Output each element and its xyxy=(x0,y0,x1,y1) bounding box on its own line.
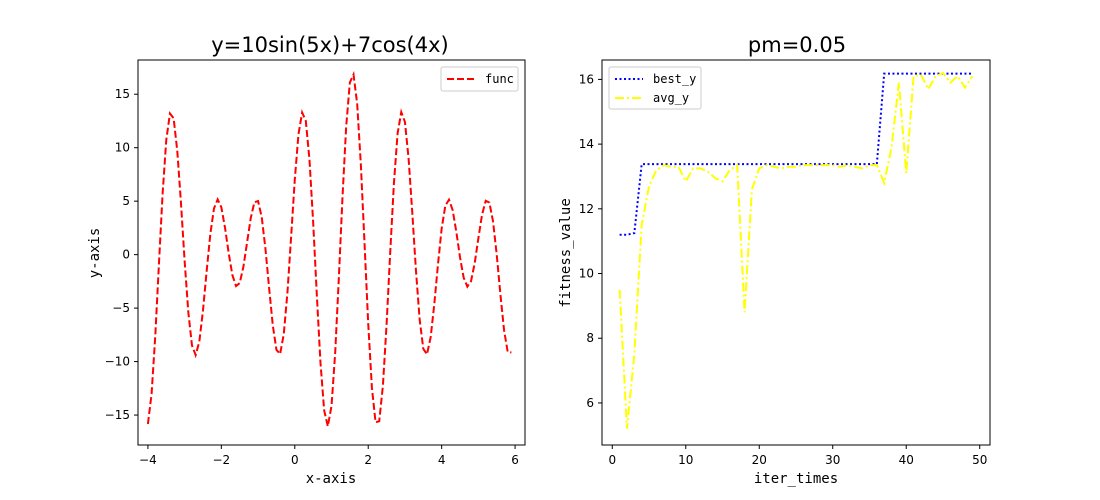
x-tick-label: 0 xyxy=(291,453,299,467)
y-tick-label: 0 xyxy=(122,248,130,262)
chart-fitness-plot: pm=0.05 0 10 20 30 40 50 6 8 10 12 14 16 iter_time… xyxy=(558,33,991,487)
x-tick-label: 10 xyxy=(678,453,693,467)
x-tick-label: 6 xyxy=(511,453,519,467)
y-axis-ticks: −15 −10 −5 0 5 10 15 xyxy=(105,87,138,422)
y-tick-label: 10 xyxy=(115,141,130,155)
y-tick-label: 5 xyxy=(122,194,130,208)
x-tick-label: −4 xyxy=(139,453,157,467)
x-axis-ticks: −4 −2 0 2 4 6 xyxy=(139,445,519,467)
y-axis-ticks: 6 8 10 12 14 16 xyxy=(579,72,602,410)
legend-label-func: func xyxy=(485,72,514,86)
x-tick-label: −2 xyxy=(212,453,230,467)
plot-area xyxy=(146,70,512,427)
x-tick-label: 50 xyxy=(972,453,987,467)
chart-function-plot: y=10sin(5x)+7cos(4x) −4 −2 0 2 4 6 −15 −10 −5 0 5… xyxy=(87,33,526,487)
series-line-func xyxy=(146,70,512,427)
x-axis-label: iter_times xyxy=(754,471,838,487)
chart-title: y=10sin(5x)+7cos(4x) xyxy=(211,33,448,57)
x-tick-label: 20 xyxy=(752,453,767,467)
y-axis-label: y-axis xyxy=(87,228,103,279)
x-tick-label: 2 xyxy=(364,453,372,467)
legend-label-best-y: best_y xyxy=(653,72,696,86)
legend-label-avg-y: avg_y xyxy=(653,91,689,105)
x-tick-label: 0 xyxy=(608,453,616,467)
legend: best_y avg_y xyxy=(608,66,702,110)
y-tick-label: −10 xyxy=(105,355,130,369)
plot-frame xyxy=(601,59,991,446)
x-tick-label: 40 xyxy=(899,453,914,467)
legend: func xyxy=(440,66,519,92)
y-tick-label: 10 xyxy=(579,267,594,281)
x-axis-ticks: 0 10 20 30 40 50 xyxy=(608,445,987,467)
y-tick-label: −15 xyxy=(105,408,130,422)
y-tick-label: 12 xyxy=(579,202,594,216)
y-tick-label: 16 xyxy=(579,72,594,86)
y-axis-label: fitness_value xyxy=(558,198,574,308)
y-tick-label: 6 xyxy=(586,396,594,410)
y-tick-label: 14 xyxy=(579,137,594,151)
x-axis-label: x-axis xyxy=(306,471,357,487)
y-tick-label: 15 xyxy=(115,87,130,101)
plot-frame xyxy=(137,59,526,446)
legend-box xyxy=(440,66,519,92)
chart-title: pm=0.05 xyxy=(748,33,846,57)
x-tick-label: 30 xyxy=(825,453,840,467)
x-tick-label: 4 xyxy=(438,453,446,467)
y-tick-label: −5 xyxy=(112,301,130,315)
y-tick-label: 8 xyxy=(586,331,594,345)
